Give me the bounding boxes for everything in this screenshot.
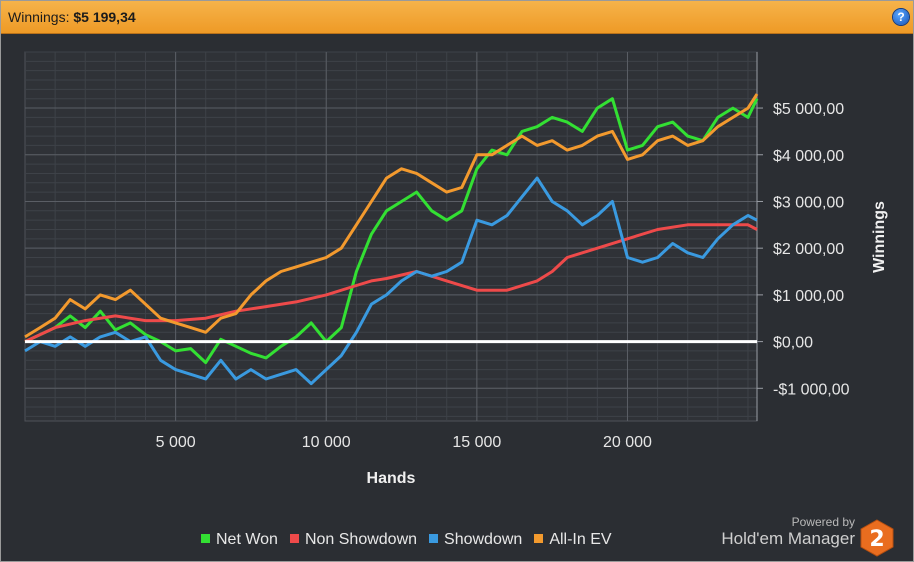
legend-swatch [289,534,299,543]
series-line-non-showdown [24,223,758,343]
legend-swatch [534,534,544,543]
plot-area [24,51,758,422]
legend-label: Non Showdown [304,531,418,548]
legend-item[interactable]: All-In EV [534,531,612,549]
chart-legend: Net Won Non Showdown Showdown All-In EV [201,531,624,549]
legend-item[interactable]: Showdown [429,531,522,549]
badge-number: 2 [869,527,884,552]
series-line-all-in-ev [24,93,759,339]
legend-item[interactable]: Net Won [201,531,278,549]
powered-by-text: Powered by [791,515,855,529]
legend-swatch [201,534,210,543]
y-tick-label: $5 000,00 [773,101,844,118]
help-icon[interactable]: ? [893,9,909,25]
series-line-net-won [24,97,759,365]
winnings-label: Winnings: [8,9,70,25]
y-axis-title: Winnings [871,201,888,273]
x-tick-label: 5 000 [156,434,196,451]
x-tick-label: 15 000 [452,434,501,451]
legend-item[interactable]: Non Showdown [289,531,418,549]
x-tick-label: 10 000 [302,434,351,451]
hm2-logo-icon: 2 [860,519,894,557]
legend-label: Net Won [216,531,278,548]
x-axis-title: Hands [367,470,416,487]
y-tick-label: $3 000,00 [773,194,844,211]
y-tick-label: $1 000,00 [773,288,844,305]
y-tick-label: -$1 000,00 [773,381,850,398]
legend-label: Showdown [444,531,523,548]
x-tick-label: 20 000 [603,434,652,451]
winnings-value: $5 199,34 [73,9,136,25]
winnings-header: Winnings: $5 199,34 ? [1,1,913,34]
legend-swatch [429,534,439,543]
brand-name: Hold'em Manager [721,529,855,548]
legend-label: All-In EV [549,531,612,548]
y-tick-label: $4 000,00 [773,148,844,165]
y-tick-label: $2 000,00 [773,241,844,258]
y-tick-label: $0,00 [773,335,813,352]
